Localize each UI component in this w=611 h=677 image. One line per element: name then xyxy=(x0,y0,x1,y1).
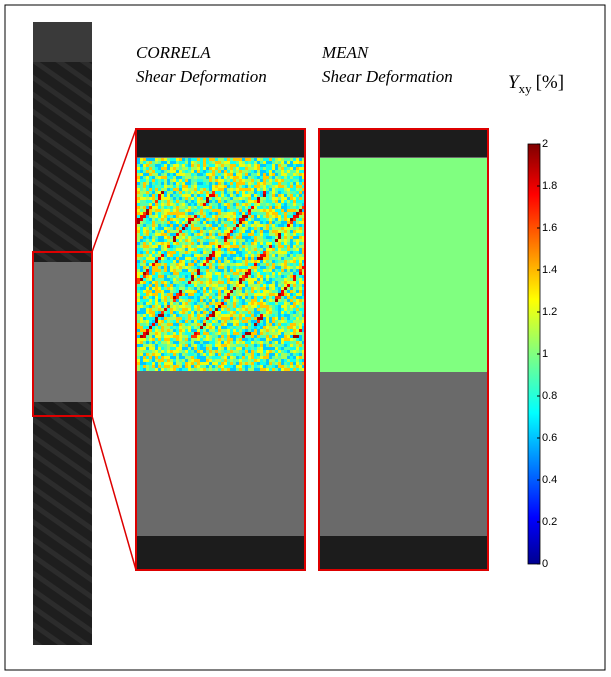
figure: CORRELA Shear Deformation MEAN Shear Def… xyxy=(0,0,611,677)
specimen-tab xyxy=(33,22,92,62)
panel-title: CORRELA xyxy=(136,43,211,62)
grip-bottom xyxy=(136,536,305,570)
grip-top xyxy=(136,129,305,157)
colorbar-tick-label: 1.8 xyxy=(542,180,557,192)
grip-bottom xyxy=(319,536,488,570)
colorbar-tick-label: 1.2 xyxy=(542,306,557,318)
panel-title: MEAN xyxy=(321,43,370,62)
panel xyxy=(319,129,488,570)
strain-field xyxy=(320,158,487,372)
colorbar-unit: [%] xyxy=(536,72,564,93)
colorbar-subscript: xy xyxy=(519,81,533,96)
specimen-gauge xyxy=(33,262,92,402)
zoom-line xyxy=(92,416,136,570)
panel xyxy=(136,129,305,570)
colorbar-tick-label: 0.8 xyxy=(542,390,557,402)
colorbar-tick-label: 1.6 xyxy=(542,222,557,234)
colorbar-tick-label: 0 xyxy=(542,558,548,570)
panel-subtitle: Shear Deformation xyxy=(136,67,267,86)
colorbar-tick-label: 0.6 xyxy=(542,432,557,444)
page: {"panels": [{"title": "CORRELA", "subtit… xyxy=(0,0,611,677)
colorbar-tick-label: 2 xyxy=(542,138,548,150)
colorbar-tick-label: 0.4 xyxy=(542,474,557,486)
colorbar-tick-label: 0.2 xyxy=(542,516,557,528)
colorbar-tick-label: 1 xyxy=(542,348,548,360)
zoom-line xyxy=(92,129,136,252)
grip-top xyxy=(319,129,488,157)
colorbar-tick-label: 1.4 xyxy=(542,264,557,276)
panel-subtitle: Shear Deformation xyxy=(322,67,453,86)
colorbar-label: Υxy[%] xyxy=(508,72,564,96)
